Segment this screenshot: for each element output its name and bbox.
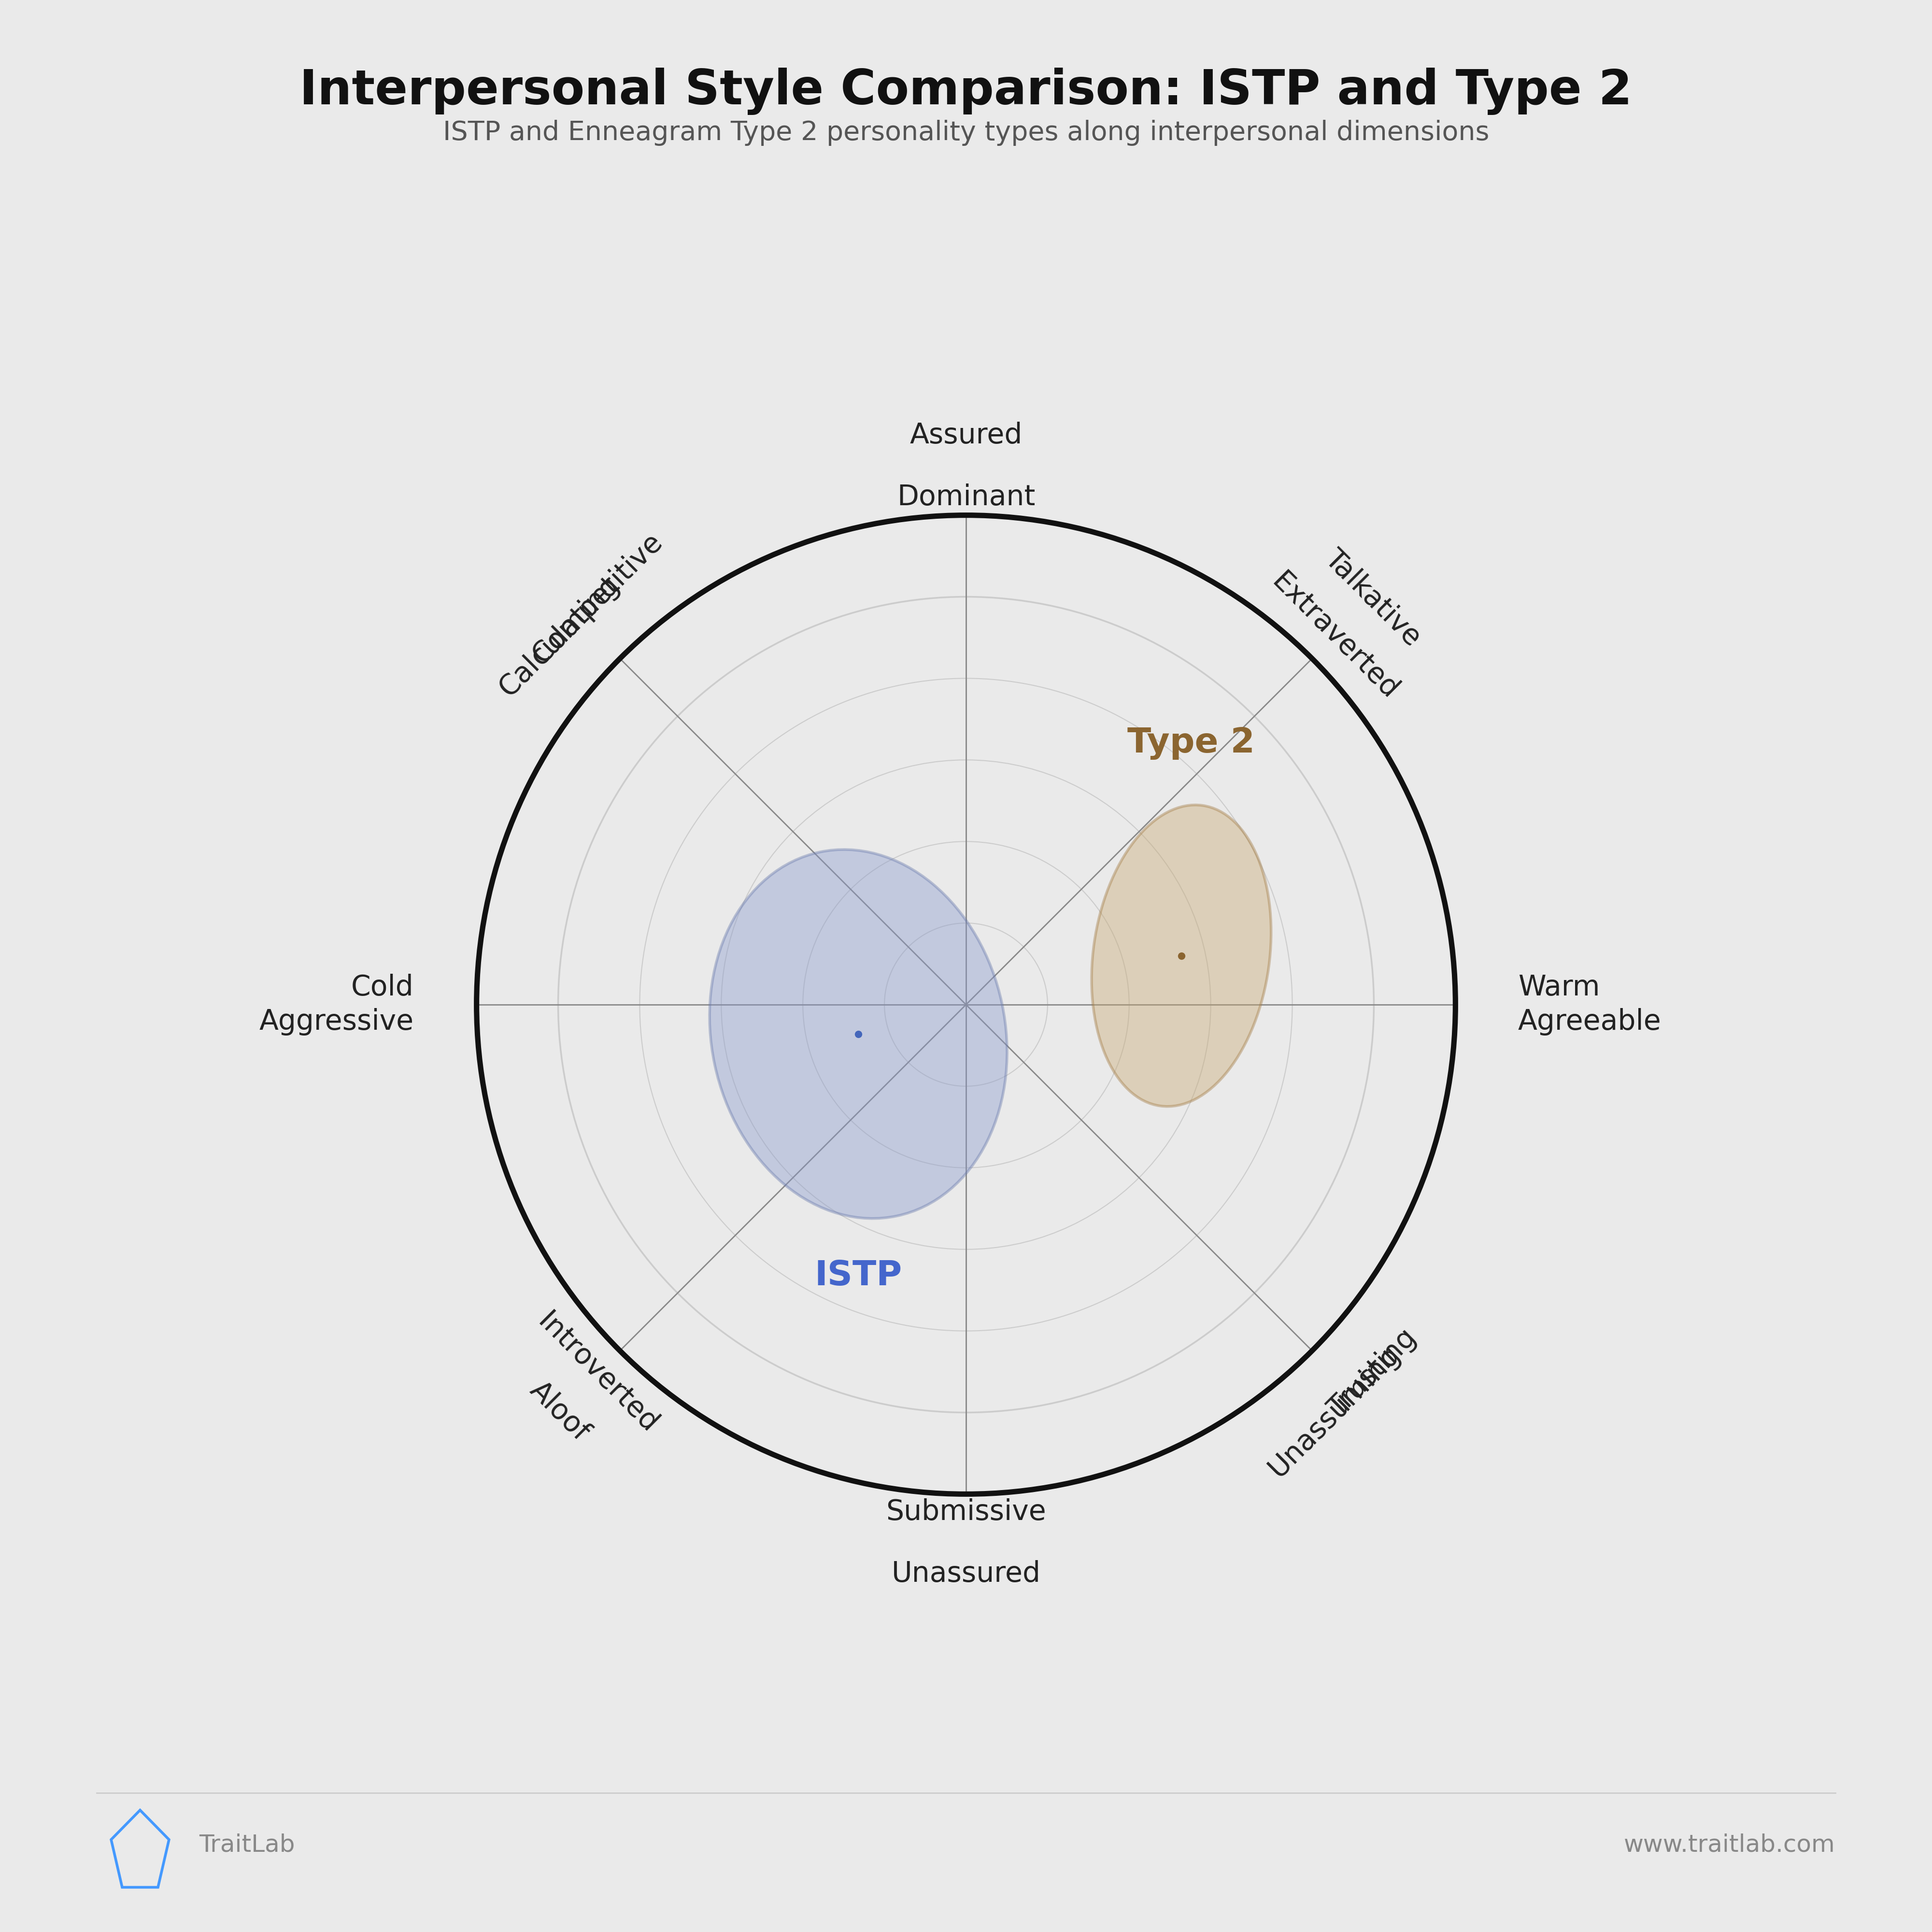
Text: Unassured: Unassured (891, 1561, 1041, 1588)
Text: Assured: Assured (910, 421, 1022, 448)
Text: Aloof: Aloof (524, 1376, 595, 1447)
Text: Submissive: Submissive (887, 1499, 1045, 1526)
Text: Calculating: Calculating (495, 570, 624, 701)
Text: Dominant: Dominant (896, 483, 1036, 510)
Text: Agreeable: Agreeable (1519, 1009, 1662, 1036)
Text: Competitive: Competitive (527, 527, 668, 668)
Ellipse shape (709, 850, 1007, 1219)
Ellipse shape (1092, 806, 1271, 1107)
Text: ISTP and Enneagram Type 2 personality types along interpersonal dimensions: ISTP and Enneagram Type 2 personality ty… (442, 120, 1490, 147)
Text: Warm: Warm (1519, 974, 1600, 1001)
Text: TraitLab: TraitLab (199, 1833, 296, 1857)
Text: Cold: Cold (352, 974, 413, 1001)
Text: Trusting: Trusting (1323, 1323, 1422, 1422)
Text: Unassuming: Unassuming (1264, 1341, 1406, 1482)
Text: ISTP: ISTP (815, 1260, 902, 1293)
Text: Type 2: Type 2 (1128, 726, 1256, 759)
Text: Aggressive: Aggressive (259, 1009, 413, 1036)
Text: Introverted: Introverted (531, 1308, 663, 1439)
Text: Talkative: Talkative (1320, 545, 1426, 651)
Text: Interpersonal Style Comparison: ISTP and Type 2: Interpersonal Style Comparison: ISTP and… (299, 68, 1633, 116)
Text: Extraverted: Extraverted (1265, 568, 1403, 705)
Text: www.traitlab.com: www.traitlab.com (1625, 1833, 1835, 1857)
